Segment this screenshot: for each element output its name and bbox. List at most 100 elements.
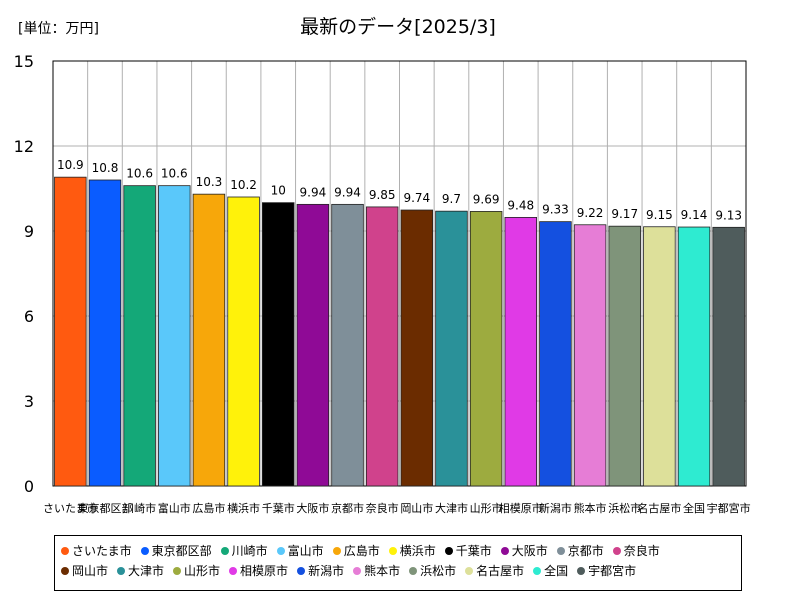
x-tick-label: 山形市 bbox=[470, 501, 503, 515]
plot-frame bbox=[52, 60, 747, 487]
legend-item: 宇都宮市 bbox=[577, 561, 636, 581]
bar bbox=[712, 226, 745, 487]
x-tick-label: 富山市 bbox=[158, 501, 191, 515]
x-tick-label: 大阪市 bbox=[296, 501, 329, 515]
y-axis-ticks: 0 3 6 9 12 15 bbox=[14, 52, 34, 496]
legend-item: 浜松市 bbox=[409, 561, 456, 581]
bar bbox=[504, 216, 538, 487]
bar bbox=[435, 210, 468, 487]
data-label: 9.74 bbox=[403, 191, 430, 205]
legend-marker-icon bbox=[577, 567, 586, 575]
legend-marker-icon bbox=[409, 567, 418, 575]
bar bbox=[643, 226, 676, 487]
x-tick-label: 広島市 bbox=[192, 501, 225, 515]
legend-label: 富山市 bbox=[287, 544, 324, 558]
bar bbox=[331, 203, 364, 487]
x-tick-label: 東京都区部 bbox=[77, 501, 132, 515]
bar bbox=[677, 226, 711, 487]
legend-item: 東京都区部 bbox=[140, 541, 212, 561]
data-label: 10.8 bbox=[92, 161, 119, 175]
bar bbox=[573, 224, 607, 487]
legend-item: 大阪市 bbox=[500, 541, 548, 561]
data-label: 10.6 bbox=[161, 167, 188, 181]
value-labels: 10.9 10.8 10.6 10.6 10.3 10.2 10 9.94 9.94 9.85 9.… bbox=[57, 158, 742, 222]
y-tick-label: 9 bbox=[24, 222, 34, 241]
data-label: 10.6 bbox=[126, 167, 153, 181]
legend-label: 岡山市 bbox=[72, 564, 109, 578]
chart-title: 最新のデータ[2025/3] bbox=[300, 16, 496, 38]
legend-label: 川崎市 bbox=[231, 544, 268, 558]
legend-marker-icon bbox=[140, 547, 149, 555]
data-label: 9.33 bbox=[542, 203, 569, 217]
legend-label: 宇都宮市 bbox=[588, 564, 637, 578]
data-label: 9.14 bbox=[681, 208, 708, 222]
legend-item: 相模原市 bbox=[229, 561, 288, 581]
legend-marker-icon bbox=[220, 547, 229, 555]
legend-marker-icon bbox=[332, 547, 341, 555]
unit-label: [単位：万円] bbox=[18, 21, 99, 37]
legend-item: 新潟市 bbox=[297, 561, 344, 581]
y-tick-label: 15 bbox=[14, 52, 34, 71]
x-tick-label: 全国 bbox=[683, 501, 705, 515]
data-label: 10 bbox=[271, 184, 286, 198]
data-label: 9.22 bbox=[577, 206, 604, 220]
data-label: 9.17 bbox=[611, 207, 638, 221]
bar bbox=[608, 225, 641, 487]
bar bbox=[54, 176, 87, 487]
legend-item: 山形市 bbox=[173, 561, 220, 581]
bar bbox=[296, 203, 330, 487]
x-tick-label: 千葉市 bbox=[262, 501, 295, 515]
bar bbox=[365, 206, 399, 487]
legend-marker-icon bbox=[61, 567, 69, 575]
bar bbox=[469, 211, 503, 487]
legend-label: 奈良市 bbox=[623, 544, 660, 558]
legend-item: 広島市 bbox=[332, 541, 380, 561]
bar bbox=[227, 196, 260, 487]
y-tick-label: 6 bbox=[24, 307, 34, 326]
legend-marker-icon bbox=[297, 567, 306, 575]
gridlines bbox=[52, 60, 747, 487]
legend-marker-icon bbox=[173, 567, 182, 575]
legend-label: 山形市 bbox=[184, 564, 221, 578]
legend: さいたま市 東京都区部 川崎市 富山市 広島市 横浜市 千葉市 大阪市 京都市 奈良市 岡山市 大津… bbox=[54, 535, 742, 591]
x-tick-label: 熊本市 bbox=[574, 501, 607, 515]
legend-marker-icon bbox=[276, 547, 285, 555]
legend-label: 東京都区部 bbox=[151, 544, 212, 558]
legend-item: さいたま市 bbox=[61, 541, 132, 561]
data-label: 9.69 bbox=[473, 192, 500, 206]
data-label: 10.9 bbox=[57, 158, 84, 172]
legend-label: 横浜市 bbox=[399, 544, 436, 558]
legend-label: 大阪市 bbox=[511, 544, 548, 558]
x-tick-label: 京都市 bbox=[331, 501, 364, 515]
x-tick-label: 川崎市 bbox=[123, 501, 156, 515]
legend-label: 千葉市 bbox=[455, 544, 492, 558]
legend-label: さいたま市 bbox=[72, 544, 132, 558]
bar bbox=[192, 193, 226, 487]
legend-marker-icon bbox=[444, 547, 453, 555]
bar bbox=[158, 185, 191, 487]
x-tick-label: 名古屋市 bbox=[637, 501, 681, 515]
legend-item: 横浜市 bbox=[388, 541, 436, 561]
legend-marker-icon bbox=[533, 567, 542, 575]
data-label: 9.15 bbox=[646, 208, 673, 222]
legend-marker-icon bbox=[353, 567, 362, 575]
legend-marker-icon bbox=[117, 567, 126, 575]
bar bbox=[123, 185, 156, 487]
legend-label: 新潟市 bbox=[308, 564, 345, 578]
x-tick-label: 相模原市 bbox=[499, 501, 543, 515]
data-label: 9.48 bbox=[507, 198, 534, 212]
legend-marker-icon bbox=[388, 547, 397, 555]
legend-item: 京都市 bbox=[556, 541, 604, 561]
bar bbox=[539, 221, 572, 487]
legend-item: 名古屋市 bbox=[465, 561, 524, 581]
x-tick-label: 奈良市 bbox=[366, 501, 399, 515]
data-label: 9.85 bbox=[369, 188, 396, 202]
legend-item: 岡山市 bbox=[61, 561, 108, 581]
legend-label: 熊本市 bbox=[364, 564, 401, 578]
legend-marker-icon bbox=[556, 547, 565, 555]
legend-label: 浜松市 bbox=[420, 564, 457, 578]
legend-label: 相模原市 bbox=[240, 564, 289, 578]
data-label: 9.7 bbox=[442, 192, 461, 206]
x-tick-label: 宇都宮市 bbox=[707, 501, 751, 515]
legend-item: 富山市 bbox=[276, 541, 324, 561]
